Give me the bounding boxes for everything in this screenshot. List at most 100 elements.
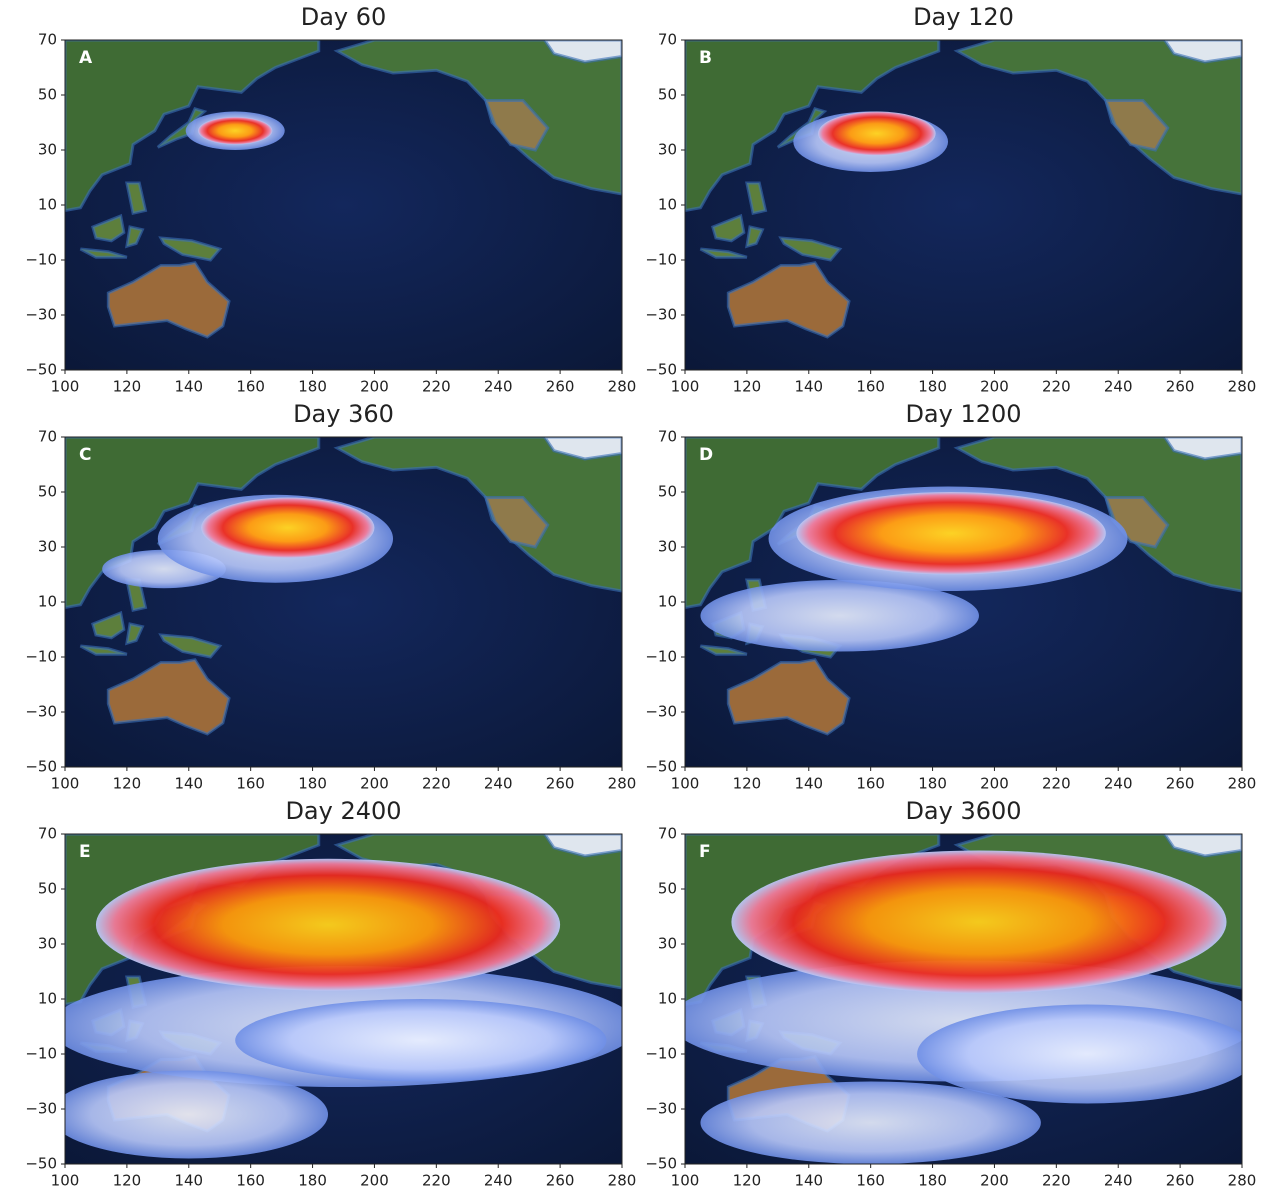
land [156, 106, 208, 149]
y-tick-label: 30 [38, 538, 57, 556]
land [125, 622, 145, 646]
land [711, 213, 746, 243]
x-tick-label: 220 [422, 1172, 451, 1190]
x-tick-label: 220 [1042, 378, 1071, 396]
y-tick-label: −10 [25, 648, 57, 666]
land [745, 225, 765, 249]
x-tick-label: 280 [1228, 1172, 1257, 1190]
map [65, 40, 622, 370]
land [726, 658, 851, 736]
land [778, 236, 843, 262]
x-tick-label: 220 [422, 378, 451, 396]
y-tick-label: 10 [658, 990, 677, 1008]
map-panel: F Day 3600 100 120 140 160 180 200 220 240 260 280 −… [645, 797, 1257, 1190]
x-tick-label: 240 [1104, 1172, 1133, 1190]
y-tick-label: −30 [25, 306, 57, 324]
panel-title: Day 2400 [285, 797, 401, 825]
x-tick-label: 100 [671, 1172, 700, 1190]
x-tick-label: 260 [546, 378, 575, 396]
x-tick-label: 180 [298, 378, 327, 396]
land [65, 40, 321, 213]
map-panel: A Day 60 100 120 140 160 180 200 220 240 260 280 −50… [25, 3, 636, 396]
x-tick-label: 160 [236, 775, 265, 793]
plume [235, 999, 607, 1082]
panel-title: Day 60 [301, 3, 387, 31]
land [125, 225, 145, 249]
x-tick-label: 200 [980, 1172, 1009, 1190]
x-tick-label: 260 [546, 1172, 575, 1190]
land [685, 437, 941, 610]
x-tick-label: 160 [236, 1172, 265, 1190]
land [685, 40, 941, 213]
land [745, 181, 768, 216]
panel-letter: C [79, 445, 91, 465]
y-tick-label: 10 [658, 593, 677, 611]
panel-letter: A [79, 48, 93, 68]
y-tick-label: −50 [25, 758, 57, 776]
y-tick-label: −50 [25, 1155, 57, 1173]
land [726, 261, 851, 339]
map [685, 834, 1242, 1164]
y-tick-label: 50 [38, 483, 57, 501]
x-tick-label: 220 [422, 775, 451, 793]
y-tick-label: 70 [658, 428, 677, 446]
x-tick-label: 260 [546, 775, 575, 793]
plume [700, 1081, 1041, 1164]
y-tick-label: 10 [658, 196, 677, 214]
x-tick-label: 160 [856, 378, 885, 396]
y-tick-label: −30 [645, 703, 677, 721]
panel-letter: D [699, 445, 713, 465]
panel-letter: B [699, 48, 712, 68]
land [1162, 40, 1242, 64]
x-tick-label: 180 [918, 1172, 947, 1190]
y-tick-label: 70 [658, 825, 677, 843]
y-tick-label: 50 [38, 880, 57, 898]
y-tick-label: −10 [645, 1045, 677, 1063]
panel-letter: F [699, 842, 711, 862]
y-tick-label: 30 [38, 935, 57, 953]
x-tick-label: 140 [174, 1172, 203, 1190]
x-tick-label: 120 [733, 1172, 762, 1190]
x-tick-label: 100 [671, 378, 700, 396]
land [158, 236, 223, 262]
land [1162, 834, 1242, 858]
map-panel: B Day 120 100 120 140 160 180 200 220 240 260 280 −5… [645, 3, 1256, 396]
map-panel: E Day 2400 100 120 140 160 180 200 220 240 260 280 −… [25, 797, 636, 1190]
plume [917, 1004, 1242, 1104]
land [333, 437, 622, 593]
x-tick-label: 280 [1228, 775, 1257, 793]
map [685, 437, 1242, 767]
x-tick-label: 240 [484, 1172, 513, 1190]
x-tick-label: 140 [174, 775, 203, 793]
x-tick-label: 280 [1228, 378, 1257, 396]
panel-title: Day 1200 [905, 400, 1021, 428]
land [91, 610, 126, 640]
x-tick-label: 120 [113, 378, 142, 396]
x-tick-label: 140 [794, 775, 823, 793]
x-tick-label: 240 [1104, 378, 1133, 396]
y-tick-label: −50 [25, 361, 57, 379]
x-tick-label: 180 [298, 775, 327, 793]
plume [818, 111, 936, 156]
plume [198, 117, 273, 145]
x-tick-label: 260 [1166, 378, 1195, 396]
land [483, 496, 550, 549]
y-tick-label: 10 [38, 990, 57, 1008]
land [699, 247, 748, 259]
land [542, 40, 622, 64]
land [106, 658, 231, 736]
land [1162, 437, 1242, 461]
y-tick-label: 50 [658, 483, 677, 501]
land [483, 99, 550, 152]
y-tick-label: −10 [25, 1045, 57, 1063]
x-tick-label: 200 [980, 775, 1009, 793]
panel-letter: E [79, 842, 91, 862]
x-tick-label: 260 [1166, 775, 1195, 793]
x-tick-label: 200 [360, 1172, 389, 1190]
x-tick-label: 220 [1042, 1172, 1071, 1190]
x-tick-label: 140 [174, 378, 203, 396]
map [685, 40, 1242, 370]
x-tick-label: 180 [918, 775, 947, 793]
y-tick-label: 50 [658, 86, 677, 104]
